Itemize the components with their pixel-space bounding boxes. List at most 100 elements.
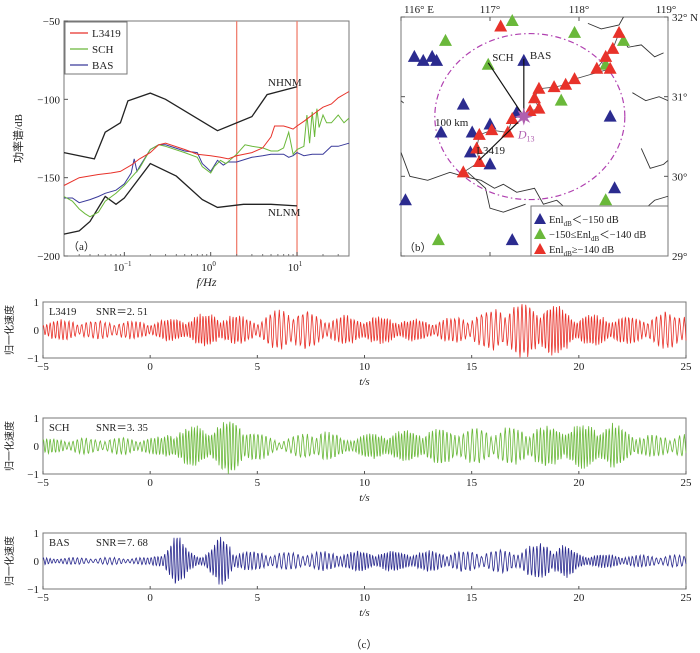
station-red-icon	[528, 91, 541, 104]
lon-label: 116° E	[404, 4, 434, 16]
x-tick-label: 20	[573, 592, 585, 604]
station-green-icon	[617, 33, 630, 46]
radius-circle	[434, 32, 626, 201]
y-tick-label: 0	[34, 556, 40, 568]
legend-sub: dB	[591, 235, 600, 243]
map-axis-ticks: 116° E 117° 118° 119°32° N 31° 30° 29°	[400, 4, 698, 263]
station-green-icon	[568, 25, 582, 38]
x-tick-label: 15	[466, 477, 478, 489]
x-tick-exponent: 0	[212, 260, 216, 268]
station-red-icon	[603, 61, 617, 74]
station-red-icon	[612, 25, 626, 38]
legend-label: BAS	[92, 60, 113, 72]
station-red-icon	[559, 77, 573, 90]
snr-label: SNR＝7. 68	[96, 538, 148, 549]
x-tick-label: −5	[37, 361, 49, 373]
station-red-icon	[494, 19, 508, 32]
epicenter-star-icon	[514, 107, 533, 126]
lat-label: 30°	[672, 171, 687, 183]
radius-label: 100 km	[435, 117, 469, 129]
map-legend: EnldB＜−150 dB−150≤EnldB＜−140 dBEnldB≥−14…	[530, 205, 669, 258]
frequency-band-lines	[236, 21, 298, 256]
ray-label-sch: SCH	[492, 52, 513, 64]
y-tick-label: −1	[27, 353, 39, 365]
ray-label-l3419: L3419	[476, 145, 505, 157]
x-tick-label: −5	[37, 477, 49, 489]
series-l3419	[63, 91, 350, 186]
panel-a-label: （a）	[68, 240, 95, 253]
panel-b-label: （b）	[404, 241, 432, 254]
station-blue-icon	[603, 109, 617, 122]
x-tick-exponent: 1	[299, 260, 303, 268]
legend-triangle-icon	[534, 213, 546, 224]
psd-x-axis-label: f/Hz	[196, 275, 216, 289]
station-red-icon	[532, 101, 546, 114]
x-tick-label: 10	[359, 592, 371, 604]
station-red-icon	[547, 80, 561, 93]
legend-label: −150≤EnldB＜−140 dB	[549, 230, 646, 243]
x-tick-label: 25	[681, 477, 693, 489]
y-tick-label: −200	[37, 251, 60, 263]
legend-label: L3419	[92, 28, 121, 40]
y-axis-label: 归一化速度	[3, 536, 16, 586]
waveform-trace	[42, 421, 687, 475]
station-green-icon	[431, 233, 445, 246]
x-tick-label: 0	[147, 477, 153, 489]
station-green-icon	[554, 93, 568, 106]
nlnm-label: NLNM	[268, 207, 301, 219]
x-tick-label: 20	[573, 361, 585, 373]
station-label: BAS	[49, 538, 70, 549]
boundary-line	[587, 16, 624, 30]
station-blue-icon	[407, 49, 421, 62]
station-blue-icon	[608, 181, 622, 194]
y-tick-label: −1	[27, 469, 39, 481]
station-blue-icon	[430, 53, 444, 66]
lat-label: 29°	[672, 251, 687, 263]
y-tick-label: 0	[34, 325, 40, 337]
x-tick-label: 0	[147, 361, 153, 373]
y-tick-label: −100	[37, 94, 60, 106]
x-tick-label: 0	[147, 592, 153, 604]
x-tick-label: 10−1	[113, 260, 132, 274]
legend-sub: dB	[564, 250, 573, 258]
lat-label: 32° N	[672, 12, 698, 24]
y-tick-label: −150	[37, 173, 60, 185]
psd-y-axis-label: 功率谱/dB	[11, 114, 25, 163]
x-tick-label: 101	[288, 260, 303, 274]
y-tick-label: 1	[34, 528, 40, 540]
epicenter-star	[514, 107, 533, 126]
station-red-icon	[472, 127, 486, 140]
x-axis-label: t/s	[359, 492, 369, 504]
epicenter-label: D13	[517, 128, 535, 144]
station-blue-icon	[483, 157, 497, 170]
legend-sub: dB	[564, 220, 573, 228]
x-tick-label: 10	[359, 477, 371, 489]
panel-c-label: （c）	[351, 638, 378, 651]
snr-label: SNR＝3. 35	[96, 423, 148, 434]
lon-label: 118°	[569, 4, 590, 16]
station-green-icon	[439, 33, 452, 46]
legend-label-tail: ＜−150 dB	[572, 215, 619, 226]
series-nhnm	[63, 86, 298, 160]
station-green-icon	[599, 193, 613, 206]
x-tick-label: 5	[255, 361, 261, 373]
station-blue-icon	[456, 97, 470, 110]
lon-label: 119°	[656, 4, 677, 16]
station-red-icon	[599, 49, 613, 62]
y-tick-label: 1	[34, 297, 40, 309]
series-sch	[63, 108, 350, 218]
station-red-icon	[568, 72, 582, 85]
psd-legend: L3419 SCH BAS	[64, 21, 128, 75]
station-blue-icon	[398, 193, 412, 206]
station-blue-icon	[505, 233, 519, 246]
ray-sch	[487, 62, 525, 117]
legend-label-tail: ≥−140 dB	[572, 245, 614, 256]
x-tick-label: 25	[681, 361, 693, 373]
ray-l3419	[478, 116, 525, 161]
y-tick-label: 1	[34, 413, 40, 425]
station-markers	[398, 13, 630, 246]
x-tick-label: 100	[201, 260, 216, 274]
